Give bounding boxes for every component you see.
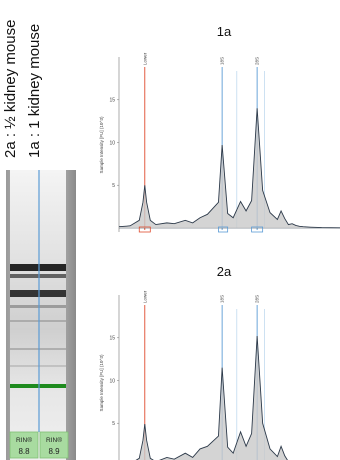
chart-1a-ticks — [117, 99, 119, 186]
chart-2a-marker-label-28s: 28S — [255, 295, 260, 303]
chart-2a-trace-area — [136, 336, 288, 460]
chart-1a-marker-label-28s: 28S — [255, 57, 260, 65]
chart-1a-marker-label-lower: Lower — [142, 52, 147, 65]
gel-band-upper — [10, 274, 66, 278]
chart-1a-ytick-15: 15 — [109, 98, 115, 104]
chart-1a-marker-label-18s: 18S — [220, 57, 225, 65]
chart-2a-ytick-10: 10 — [109, 378, 115, 384]
chart-1a-peak-boxes — [138, 226, 264, 233]
chart-1a-title: 1a — [216, 24, 232, 39]
chart-2a-ytick-15: 15 — [109, 336, 115, 342]
peak-box-28s — [251, 226, 264, 233]
chart-2a-ytick-5: 5 — [112, 421, 115, 427]
gel-band-low2 — [10, 365, 66, 367]
chart-1a-trace-area — [119, 108, 340, 228]
chart-1a-ytick-5: 5 — [112, 183, 115, 189]
legend-line-1a: 1a : 1 kidney mouse — [26, 23, 43, 158]
peak-box-18s — [218, 226, 229, 233]
chart-1a: Sample Intensity [FU] (10^3) Lower 18S 2… — [99, 52, 340, 233]
chart-2a-marker-label-18s: 18S — [220, 295, 225, 303]
chart-2a-ticks — [117, 337, 119, 424]
rin-label-lane1: RIN® — [16, 436, 32, 444]
peak-box-lower — [138, 226, 151, 233]
rin-value-lane1: 8.8 — [18, 447, 30, 456]
gel-band-28s — [10, 264, 66, 271]
rin-box-lane1 — [9, 431, 39, 459]
chart-2a-title: 2a — [216, 264, 232, 279]
rin-box-lane2 — [39, 431, 69, 459]
chart-2a: Sample Intensity [FU] (10^3) Lower 18S 2… — [99, 290, 340, 460]
rin-value-lane2: 8.9 — [48, 447, 60, 456]
sample-legend: 2a : ½ kidney mouse 1a : 1 kidney mouse — [0, 0, 70, 165]
gel-band-mid2 — [10, 320, 66, 322]
rin-label-lane2: RIN® — [46, 436, 62, 444]
gel-band-mid1 — [10, 305, 66, 308]
chart-1a-ylabel: Sample Intensity [FU] (10^3) — [99, 116, 104, 173]
gel-band-low1 — [10, 348, 66, 350]
chart-1a-ytick-10: 10 — [109, 140, 115, 146]
gel-band-marker — [10, 384, 66, 388]
chart-2a-marker-label-lower: Lower — [142, 290, 147, 303]
gel-image: RIN® 8.8 RIN® 8.9 — [6, 170, 76, 460]
chart-2a-trace-line — [135, 336, 288, 460]
chart-2a-plot-area — [119, 295, 340, 460]
gel-band-18s — [10, 290, 66, 297]
chart-1a-plot-area — [119, 57, 340, 232]
gel-lanes-bg — [10, 170, 66, 460]
legend-line-2a: 2a : ½ kidney mouse — [2, 19, 19, 158]
chart-2a-ylabel: Sample Intensity [FU] (10^3) — [99, 354, 104, 411]
chart-1a-trace-line — [118, 108, 340, 229]
